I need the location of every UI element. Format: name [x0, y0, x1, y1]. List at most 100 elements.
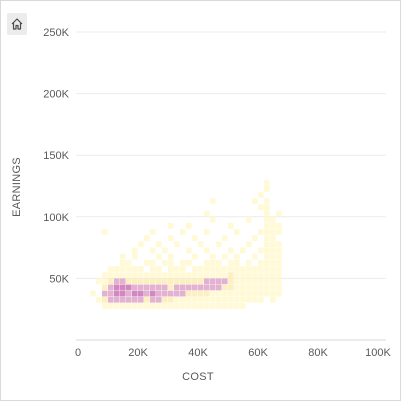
heatmap-cell	[102, 278, 108, 285]
heatmap-cell	[264, 272, 270, 278]
heatmap-cell	[228, 259, 234, 266]
heatmap-cell	[264, 222, 270, 229]
heatmap-cell	[246, 296, 252, 303]
heatmap-cell	[204, 210, 210, 217]
heatmap-cell	[204, 247, 210, 254]
heatmap-cell	[192, 272, 198, 278]
heatmap-cell	[216, 266, 222, 272]
heatmap-cell	[234, 253, 240, 260]
heatmap-cell	[216, 241, 222, 248]
heatmap-cell	[246, 241, 252, 248]
heatmap-cell	[234, 259, 240, 266]
heatmap-cell	[156, 253, 162, 260]
heatmap-cell	[144, 296, 150, 303]
heatmap-cell	[276, 229, 282, 235]
heatmap-cell	[270, 266, 276, 272]
heatmap-cell	[198, 296, 204, 303]
heatmap-cell	[234, 296, 240, 303]
heatmap-cell	[216, 284, 222, 291]
heatmap-cell	[276, 247, 282, 254]
heatmap-cell	[216, 272, 222, 278]
heatmap-cell	[210, 259, 216, 266]
heatmap-cell	[186, 278, 192, 285]
heatmap-cell	[228, 303, 234, 309]
heatmap-cell	[126, 266, 132, 272]
heatmap-cell	[132, 303, 138, 309]
heatmap-cell	[168, 272, 174, 278]
heatmap-cell	[102, 290, 108, 297]
heatmap-cell	[138, 290, 144, 297]
heatmap-cell	[192, 235, 198, 242]
heatmap-cell	[246, 272, 252, 278]
heatmap-cell	[168, 278, 174, 285]
heatmap-cell	[144, 278, 150, 285]
heatmap-cell	[228, 290, 234, 297]
heatmap-cell	[258, 229, 264, 235]
home-icon	[11, 18, 23, 30]
gridlines	[76, 31, 386, 279]
heatmap-cell	[222, 235, 228, 242]
heatmap-cell	[126, 259, 132, 266]
heatmap-cell	[258, 266, 264, 272]
heatmap-cell	[192, 253, 198, 260]
heatmap-cell	[264, 229, 270, 235]
heatmap-cell	[246, 266, 252, 272]
heatmap-cell	[180, 284, 186, 291]
heatmap-cell	[156, 241, 162, 248]
heatmap-cell	[132, 284, 138, 291]
heatmap-cell	[168, 222, 174, 229]
heatmap-cell	[240, 290, 246, 297]
heatmap-cell	[108, 296, 114, 303]
heatmap-cell	[156, 303, 162, 309]
heatmap-cell	[198, 241, 204, 248]
x-tick-label: 60K	[248, 347, 268, 359]
heatmap-cell	[270, 278, 276, 285]
heatmap-cell	[108, 303, 114, 309]
heatmap-cell	[162, 247, 168, 254]
heatmap-cell	[126, 296, 132, 303]
heatmap-cell	[276, 222, 282, 229]
heatmap-cell	[270, 247, 276, 254]
heatmap-cell	[120, 296, 126, 303]
heatmap-cell	[234, 266, 240, 272]
heatmap-cell	[264, 241, 270, 248]
heatmap-cell	[228, 247, 234, 254]
heatmap-cell	[246, 290, 252, 297]
heatmap-cell	[114, 303, 120, 309]
heatmap-cell	[216, 303, 222, 309]
x-tick-label: 100K	[365, 347, 391, 359]
x-axis-ticks: 0 20K 40K 60K 80K 100K	[75, 347, 392, 359]
heatmap-cell	[120, 278, 126, 285]
heatmap-cell	[144, 303, 150, 309]
heatmap-cell	[126, 278, 132, 285]
heatmap-cell	[234, 284, 240, 291]
heatmap-cell	[156, 272, 162, 278]
home-button[interactable]	[7, 13, 27, 35]
heatmap-cell	[144, 235, 150, 242]
heatmap-cell	[174, 241, 180, 248]
heatmap-cell	[222, 266, 228, 272]
heatmap-cell	[264, 290, 270, 297]
heatmap-cells	[90, 179, 282, 309]
heatmap-cell	[234, 290, 240, 297]
heatmap-cell	[276, 290, 282, 297]
heatmap-cell	[162, 303, 168, 309]
heatmap-cell	[162, 296, 168, 303]
heatmap-cell	[252, 253, 258, 260]
heatmap-cell	[258, 259, 264, 266]
heatmap-cell	[180, 259, 186, 266]
heatmap-cell	[168, 296, 174, 303]
heatmap-cell	[270, 272, 276, 278]
heatmap-cell	[114, 278, 120, 285]
heatmap-cell	[150, 296, 156, 303]
heatmap-cell	[246, 259, 252, 266]
heatmap-cell	[204, 272, 210, 278]
heatmap-cell	[102, 229, 108, 235]
heatmap-cell	[168, 290, 174, 297]
heatmap-cell	[114, 266, 120, 272]
heatmap-cell	[150, 259, 156, 266]
heatmap-cell	[150, 247, 156, 254]
heatmap-cell	[252, 272, 258, 278]
heatmap-cell	[180, 272, 186, 278]
heatmap-cell	[204, 284, 210, 291]
